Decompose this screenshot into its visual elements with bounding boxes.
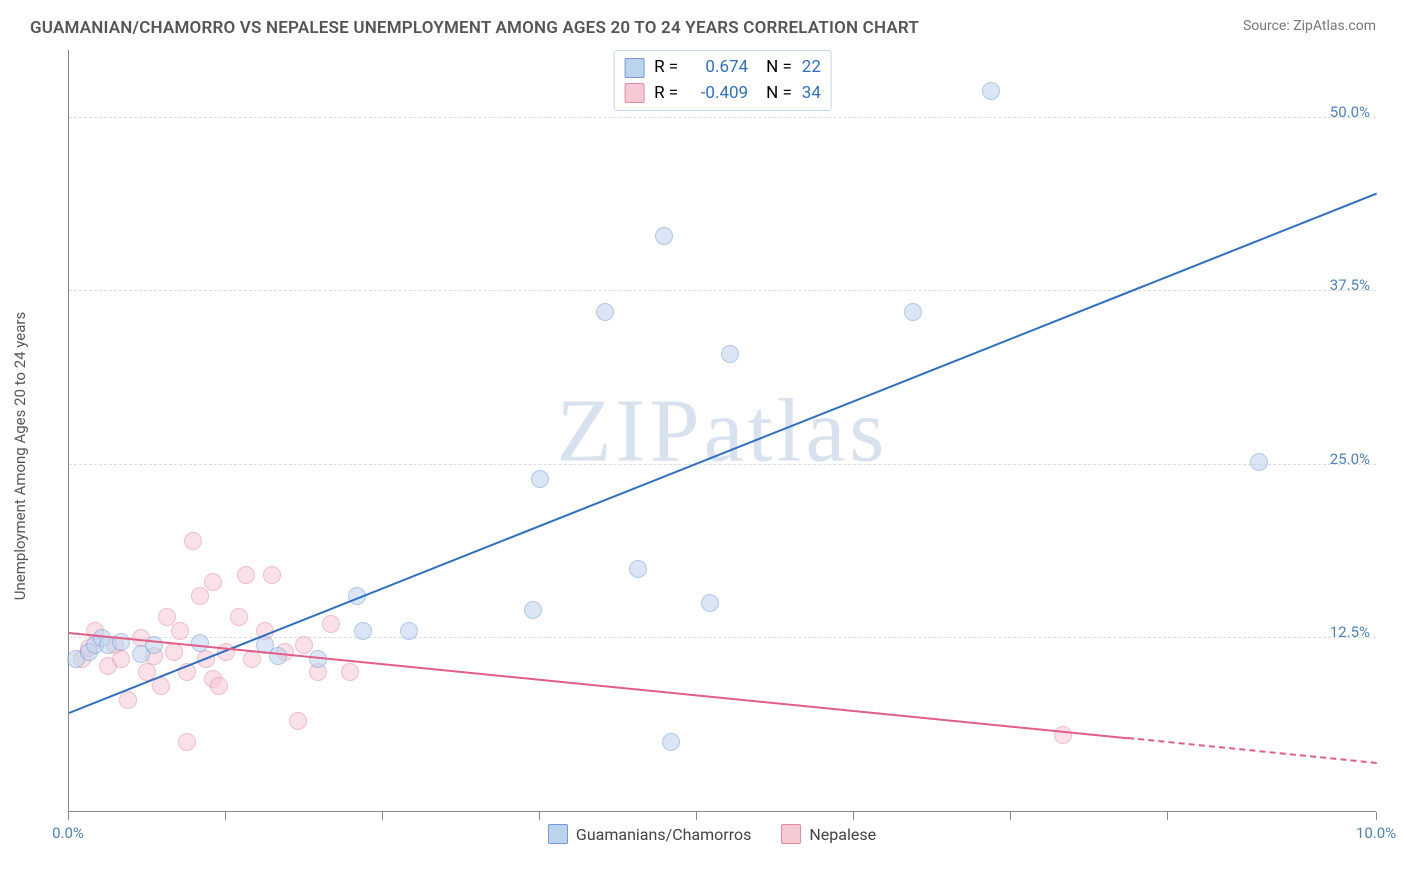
data-point [524,601,542,619]
data-point [165,643,183,661]
data-point [1054,726,1072,744]
x-tick [696,812,697,820]
y-tick-label: 50.0% [1330,103,1370,121]
data-point [269,647,287,665]
n-value-pink: 34 [802,81,821,107]
n-label: N = [766,81,792,107]
data-point [904,303,922,321]
source-label: Source: ZipAtlas.com [1243,18,1376,34]
data-point [982,82,1000,100]
x-tick [539,812,540,820]
x-tick [1010,812,1011,820]
watermark: ZIPatlas [557,379,889,482]
data-point [145,636,163,654]
swatch-blue [548,824,568,844]
chart-title: GUAMANIAN/CHAMORRO VS NEPALESE UNEMPLOYM… [30,18,919,38]
data-point [354,622,372,640]
data-point [400,622,418,640]
trend-line [69,193,1378,714]
x-tick [1376,812,1377,820]
data-point [629,560,647,578]
r-value-blue: 0.674 [688,55,748,81]
x-tick [382,812,383,820]
data-point [596,303,614,321]
legend-item-pink: Nepalese [809,825,876,844]
data-point [263,566,281,584]
x-tick [1167,812,1168,820]
data-point [191,587,209,605]
data-point [230,608,248,626]
x-tick [68,812,69,820]
correlation-legend: R = 0.674 N = 22 R = -0.409 N = 34 [613,50,832,111]
data-point [119,691,137,709]
n-label: N = [766,55,792,81]
gridline [69,464,1376,465]
x-tick [853,812,854,820]
data-point [112,650,130,668]
data-point [655,227,673,245]
swatch-pink [624,83,644,103]
data-point [171,622,189,640]
data-point [184,532,202,550]
chart-container: Unemployment Among Ages 20 to 24 years Z… [48,50,1376,862]
data-point [237,566,255,584]
r-label: R = [654,81,678,107]
data-point [721,345,739,363]
data-point [701,594,719,612]
x-tick [225,812,226,820]
data-point [662,733,680,751]
gridline [69,117,1376,118]
legend-item-blue: Guamanians/Chamorros [576,825,751,844]
plot-area: ZIPatlas R = 0.674 N = 22 R = -0.409 N =… [68,50,1376,812]
data-point [531,470,549,488]
swatch-pink [781,824,801,844]
trend-line [1128,737,1377,764]
y-tick-label: 12.5% [1330,623,1370,641]
r-value-pink: -0.409 [688,81,748,107]
data-point [289,712,307,730]
r-label: R = [654,55,678,81]
y-tick-label: 37.5% [1330,276,1370,294]
data-point [204,573,222,591]
swatch-blue [624,58,644,78]
data-point [178,733,196,751]
data-point [341,663,359,681]
n-value-blue: 22 [802,55,821,81]
data-point [210,677,228,695]
y-tick-label: 25.0% [1330,450,1370,468]
data-point [1250,453,1268,471]
y-axis-label: Unemployment Among Ages 20 to 24 years [11,312,29,600]
gridline [69,290,1376,291]
data-point [322,615,340,633]
series-legend: Guamanians/Chamorros Nepalese [48,824,1376,844]
